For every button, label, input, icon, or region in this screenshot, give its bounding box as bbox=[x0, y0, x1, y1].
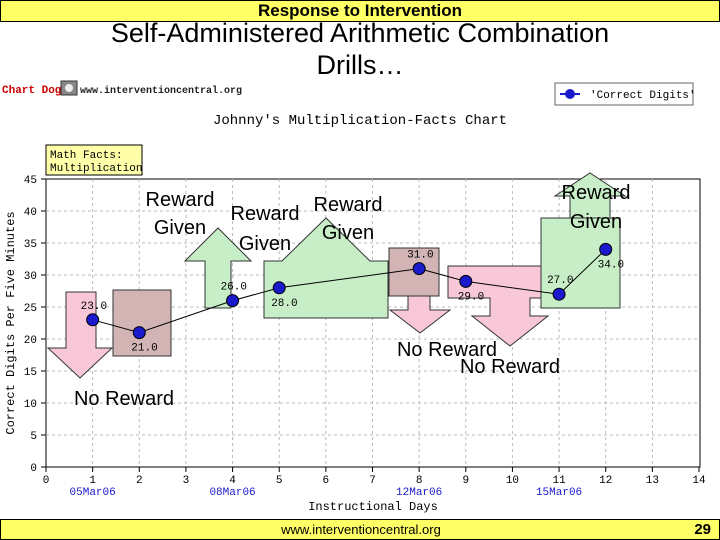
annotation-reward-2 bbox=[263, 217, 389, 319]
data-point bbox=[132, 326, 146, 340]
x-tick-label: 6 bbox=[323, 475, 330, 487]
data-label: 34.0 bbox=[598, 259, 624, 271]
slide-title-line1: Self-Administered Arithmetic Combination bbox=[110, 18, 610, 48]
x-date-label: 12Mar06 bbox=[396, 487, 442, 499]
subtitle-line1: Math Facts: bbox=[50, 150, 123, 162]
x-date-label: 05Mar06 bbox=[70, 487, 116, 499]
slide-title-line2: Drills… bbox=[316, 50, 404, 80]
data-point bbox=[86, 313, 100, 327]
y-tick-label: 10 bbox=[24, 399, 37, 411]
data-point bbox=[552, 287, 566, 301]
annotation-text-reward-1b: Given bbox=[154, 217, 206, 239]
x-tick-label: 3 bbox=[183, 475, 190, 487]
x-tick-label: 14 bbox=[692, 475, 706, 487]
series-line bbox=[92, 249, 607, 334]
x-tick-label: 2 bbox=[136, 475, 143, 487]
page-number: 29 bbox=[694, 521, 711, 538]
x-tick-label: 0 bbox=[43, 475, 50, 487]
annotation-text-reward-1a: Reward bbox=[146, 189, 215, 211]
data-label: 28.0 bbox=[271, 298, 297, 310]
annotation-text-no-reward-2: No Reward bbox=[460, 356, 560, 378]
legend-marker bbox=[565, 89, 575, 99]
data-label: 23.0 bbox=[81, 301, 107, 313]
x-tick-label: 1 bbox=[89, 475, 96, 487]
x-axis-label: Instructional Days bbox=[308, 500, 438, 514]
annotation-text-reward-2a: Reward bbox=[231, 203, 300, 225]
data-point bbox=[272, 281, 286, 295]
annotation-text-reward-2b: Given bbox=[239, 233, 291, 255]
y-axis-label: Correct Digits Per Five Minutes bbox=[4, 211, 18, 434]
y-tick-label: 30 bbox=[24, 271, 37, 283]
data-label: 26.0 bbox=[221, 282, 247, 294]
x-tick-label: 10 bbox=[506, 475, 519, 487]
x-date-label: 15Mar06 bbox=[536, 487, 582, 499]
series: 23.0 21.0 26.0 28.0 31.0 29.0 27.0 34.0 bbox=[81, 242, 624, 355]
legend-box bbox=[554, 82, 694, 106]
data-point bbox=[412, 262, 426, 276]
y-tick-label: 25 bbox=[24, 303, 37, 315]
data-label: 29.0 bbox=[458, 291, 484, 303]
x-tick-label: 11 bbox=[552, 475, 566, 487]
y-tick-label: 20 bbox=[24, 335, 37, 347]
y-tick-label: 5 bbox=[30, 431, 37, 443]
data-point bbox=[226, 294, 240, 308]
dog-icon-face bbox=[65, 84, 73, 92]
annotation-box-1 bbox=[112, 289, 172, 357]
legend-label: 'Correct Digits' bbox=[590, 90, 696, 102]
annotation-text-reward-3a: Reward bbox=[314, 194, 383, 216]
subtitle-box bbox=[45, 144, 143, 176]
data-label: 21.0 bbox=[131, 343, 157, 355]
annotation-text-no-reward-1: No Reward bbox=[397, 339, 497, 361]
subtitle-line2: Multiplication bbox=[50, 163, 142, 175]
x-tick-label: 12 bbox=[599, 475, 612, 487]
chart: Chart Dog! www.interventioncentral.org '… bbox=[0, 80, 706, 514]
x-date-label: 08Mar06 bbox=[209, 487, 255, 499]
bottom-banner: www.interventioncentral.org 29 bbox=[0, 519, 720, 540]
x-tick-label: 8 bbox=[416, 475, 423, 487]
footer-url: www.interventioncentral.org bbox=[281, 522, 441, 537]
x-tick-label: 7 bbox=[369, 475, 376, 487]
annotation-reward-3 bbox=[540, 172, 627, 309]
y-tick-label: 15 bbox=[24, 367, 37, 379]
annotation-text-reward-4b: Given bbox=[570, 211, 622, 233]
data-point bbox=[599, 242, 613, 256]
x-tick-label: 4 bbox=[229, 475, 236, 487]
annotation-text-no-reward-3: No Reward bbox=[74, 388, 174, 410]
y-tick-label: 45 bbox=[24, 175, 37, 187]
x-tick-label: 9 bbox=[462, 475, 469, 487]
y-tick-label: 0 bbox=[30, 463, 37, 475]
x-tick-label: 13 bbox=[646, 475, 659, 487]
annotation-text-reward-3b: Given bbox=[322, 222, 374, 244]
legend: 'Correct Digits' bbox=[554, 82, 696, 106]
annotation-text-reward-4a: Reward bbox=[562, 182, 631, 204]
annotation-no-reward-1 bbox=[46, 291, 114, 379]
data-label: 27.0 bbox=[547, 275, 573, 287]
top-banner: Response to Intervention bbox=[0, 0, 720, 22]
data-point bbox=[459, 274, 473, 288]
banner-text: Response to Intervention bbox=[257, 1, 463, 20]
x-tick-label: 5 bbox=[276, 475, 283, 487]
y-tick-label: 40 bbox=[24, 207, 37, 219]
chart-site: www.interventioncentral.org bbox=[80, 85, 242, 97]
chart-title: Johnny's Multiplication-Facts Chart bbox=[213, 113, 507, 129]
chart-brand: Chart Dog! bbox=[2, 85, 68, 97]
data-label: 31.0 bbox=[407, 250, 433, 262]
y-tick-label: 35 bbox=[24, 239, 37, 251]
annotation-no-reward-2 bbox=[388, 295, 452, 334]
